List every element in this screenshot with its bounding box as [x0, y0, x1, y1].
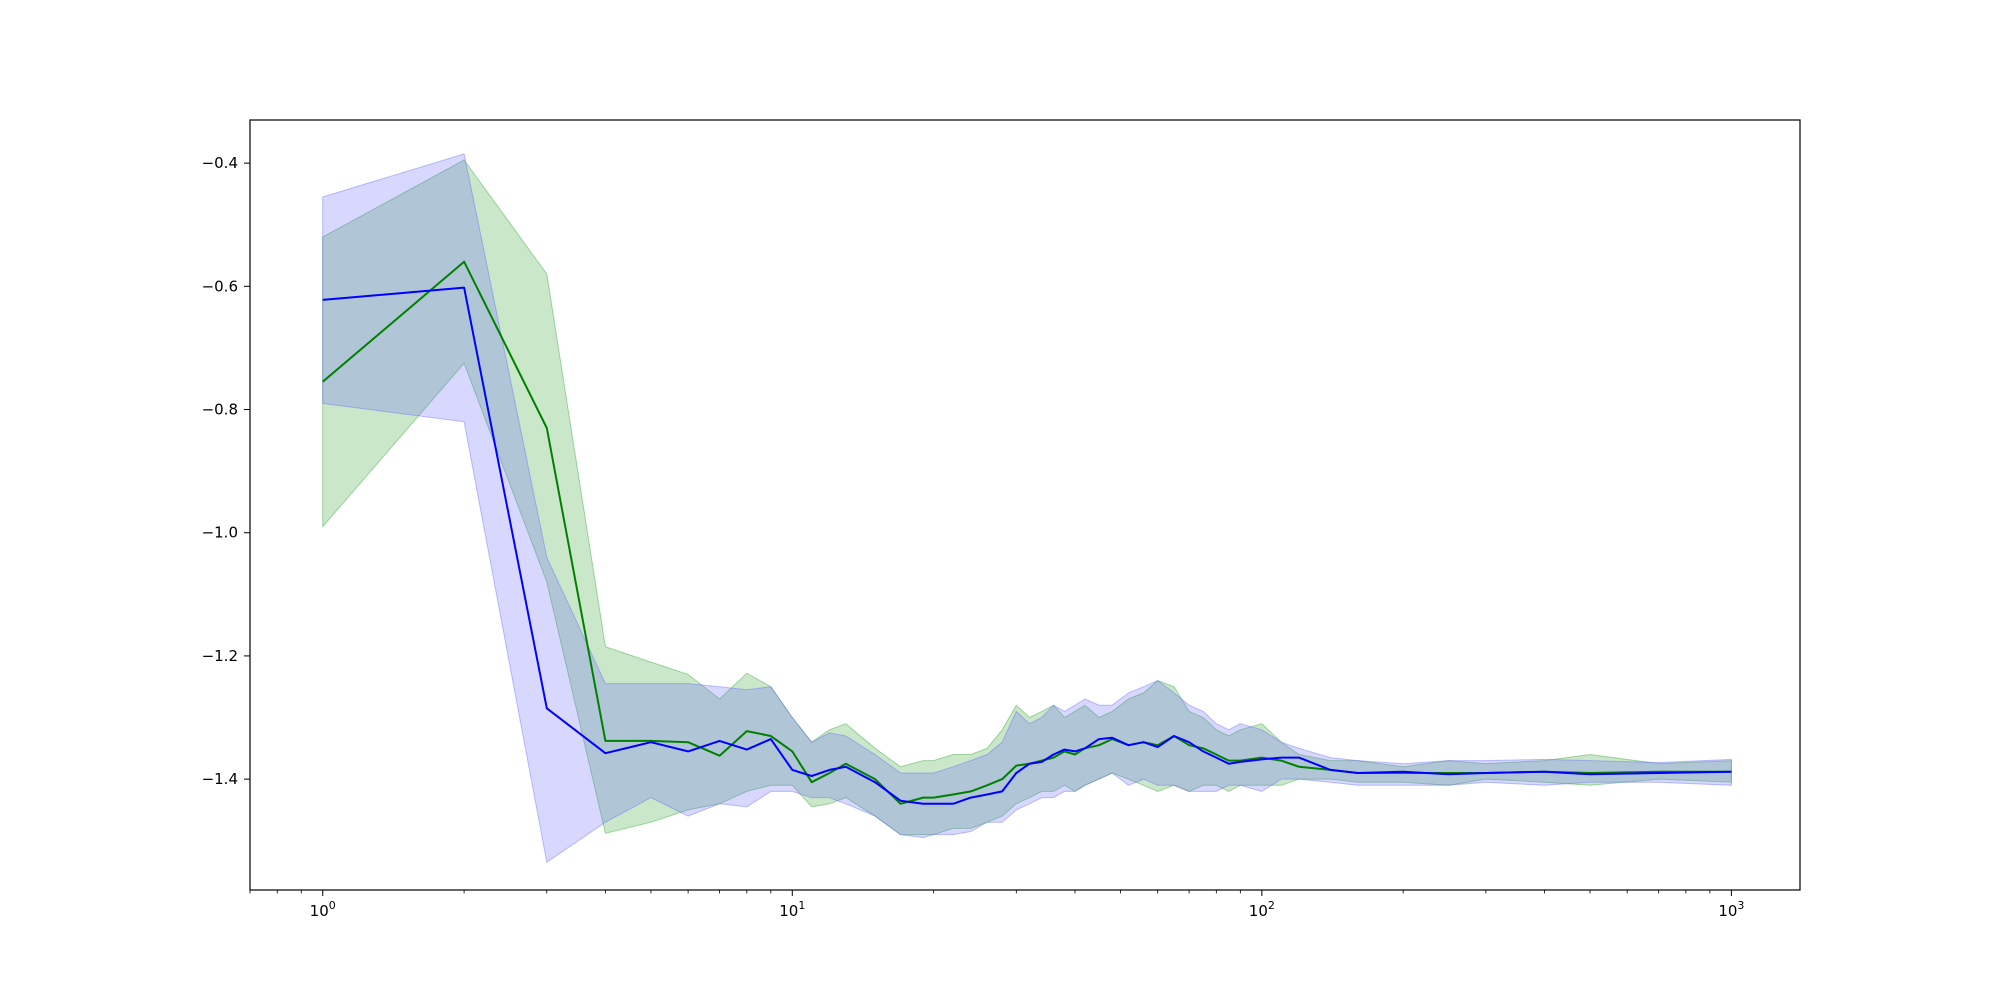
y-tick-label: −0.8: [202, 401, 238, 419]
y-axis: −0.4 −0.6 −0.8 −1.0 −1.2 −1.4: [202, 154, 250, 788]
x-tick-label: 102: [1249, 899, 1275, 920]
y-tick-label: −1.0: [202, 524, 238, 542]
y-tick-label: −1.4: [202, 770, 238, 788]
series-lines: [322, 260, 1732, 805]
y-tick-label: −1.2: [202, 647, 238, 665]
series-0-line: [322, 260, 1732, 805]
x-tick-label: 103: [1718, 899, 1744, 920]
x-tick-label: 100: [310, 899, 336, 920]
x-tick-label: 101: [779, 899, 805, 920]
confidence-bands: [322, 153, 1732, 864]
series-1-band: [322, 153, 1732, 864]
y-tick-label: −0.6: [202, 277, 238, 295]
y-tick-label: −0.4: [202, 154, 238, 172]
series-1-line: [322, 286, 1732, 805]
plot-frame: [249, 119, 1801, 891]
series-0-band: [322, 159, 1732, 836]
x-axis: 100 101 102 103: [249, 890, 1744, 920]
